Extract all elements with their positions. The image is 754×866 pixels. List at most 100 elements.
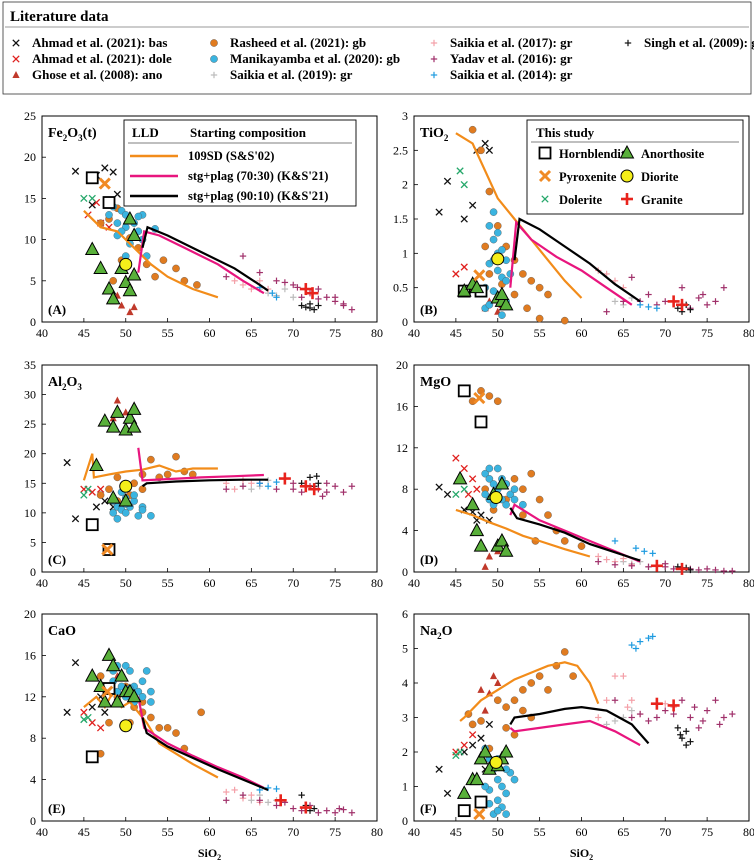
data-point bbox=[443, 490, 452, 499]
study-point bbox=[456, 748, 464, 756]
data-point bbox=[130, 491, 138, 499]
study-point bbox=[98, 177, 111, 190]
data-point bbox=[248, 480, 255, 487]
x-tick-label: 80 bbox=[743, 326, 754, 340]
study-point bbox=[84, 485, 92, 493]
data-point bbox=[231, 277, 238, 284]
x-tick-label: 55 bbox=[534, 576, 546, 590]
data-point bbox=[468, 731, 477, 739]
y-axis-label: Al2O3 bbox=[48, 375, 82, 392]
data-point bbox=[256, 480, 263, 487]
study-point bbox=[126, 401, 142, 415]
lld-line bbox=[509, 507, 641, 562]
x-tick-label: 45 bbox=[450, 825, 462, 839]
study-point bbox=[105, 290, 121, 305]
data-point bbox=[498, 246, 506, 254]
data-point bbox=[315, 480, 322, 487]
data-point bbox=[121, 661, 130, 670]
data-point bbox=[628, 641, 635, 649]
y-tick-label: 15 bbox=[24, 191, 36, 205]
lld-line bbox=[137, 230, 265, 295]
data-point bbox=[502, 724, 510, 732]
x-tick-label: 55 bbox=[162, 825, 174, 839]
data-point bbox=[468, 125, 477, 134]
data-point bbox=[63, 458, 71, 467]
data-point bbox=[96, 491, 105, 499]
data-point bbox=[460, 741, 468, 749]
data-point bbox=[493, 464, 502, 473]
data-point bbox=[485, 552, 493, 560]
data-point bbox=[502, 789, 510, 798]
data-point bbox=[519, 706, 527, 715]
data-point bbox=[306, 474, 314, 481]
study-point bbox=[118, 492, 134, 507]
data-point bbox=[645, 717, 652, 725]
data-point bbox=[678, 697, 686, 704]
data-point bbox=[628, 714, 635, 721]
study-point bbox=[299, 283, 312, 296]
x-tick-label: 50 bbox=[492, 326, 504, 340]
data-point bbox=[348, 306, 356, 313]
data-point bbox=[611, 298, 619, 305]
data-point bbox=[502, 810, 510, 818]
data-point bbox=[485, 146, 494, 154]
x-tick-label: 60 bbox=[204, 326, 216, 340]
data-point bbox=[603, 697, 610, 704]
y-tick-label: 12 bbox=[396, 441, 408, 455]
data-point bbox=[105, 485, 113, 494]
y-tick-label: 20 bbox=[24, 447, 36, 461]
study-legend-marker bbox=[538, 146, 552, 160]
data-point bbox=[699, 291, 707, 298]
chart-panel: 40 45 50 55 60 65 70 75 80 0 4 8 12 16 20 MgO (D) bbox=[396, 358, 754, 590]
data-point bbox=[699, 717, 707, 725]
y-tick-label: 8 bbox=[402, 482, 408, 496]
data-point bbox=[101, 708, 109, 716]
data-point bbox=[489, 235, 498, 244]
panel-label: (F) bbox=[420, 801, 437, 816]
study-legend-marker bbox=[541, 195, 549, 203]
data-point bbox=[126, 667, 134, 675]
study-point bbox=[80, 194, 88, 203]
x-tick-label: 40 bbox=[408, 576, 420, 590]
data-point bbox=[323, 480, 330, 487]
y-tick-label: 3 bbox=[402, 109, 408, 123]
data-point bbox=[628, 562, 635, 569]
study-legend-label: Hornblendite bbox=[559, 147, 631, 161]
literature-legend: Literature data Ahmad et al. (2021): bas… bbox=[2, 1, 754, 95]
study-legend-marker bbox=[621, 193, 633, 205]
data-point bbox=[239, 252, 247, 260]
data-point bbox=[138, 485, 147, 494]
data-point bbox=[273, 478, 280, 486]
study-point bbox=[119, 719, 133, 733]
data-point bbox=[109, 509, 117, 517]
study-legend-label: Granite bbox=[641, 193, 683, 207]
data-point bbox=[712, 697, 719, 704]
data-point bbox=[336, 805, 343, 812]
data-point bbox=[510, 475, 519, 483]
y-tick-label: 35 bbox=[24, 358, 36, 372]
study-point bbox=[494, 475, 510, 490]
study-point bbox=[469, 771, 485, 786]
data-point bbox=[348, 483, 356, 490]
data-point bbox=[560, 648, 569, 656]
data-point bbox=[290, 805, 297, 812]
data-point bbox=[628, 707, 635, 714]
study-point bbox=[491, 252, 505, 266]
data-point bbox=[71, 658, 80, 667]
data-point bbox=[611, 717, 619, 725]
study-point bbox=[469, 522, 485, 537]
data-point bbox=[677, 731, 684, 738]
data-point bbox=[481, 469, 489, 478]
data-point bbox=[151, 272, 159, 281]
data-point bbox=[498, 311, 506, 319]
legend-entry-label: Ahmad et al. (2021): bas bbox=[32, 35, 167, 50]
data-point bbox=[138, 677, 147, 686]
study-point bbox=[85, 171, 99, 185]
data-point bbox=[477, 734, 485, 742]
panel-label: (B) bbox=[420, 302, 437, 317]
data-point bbox=[527, 276, 536, 285]
study-point bbox=[84, 713, 92, 722]
study-point bbox=[452, 490, 460, 499]
lld-line bbox=[509, 705, 650, 745]
lld-line bbox=[141, 478, 269, 488]
